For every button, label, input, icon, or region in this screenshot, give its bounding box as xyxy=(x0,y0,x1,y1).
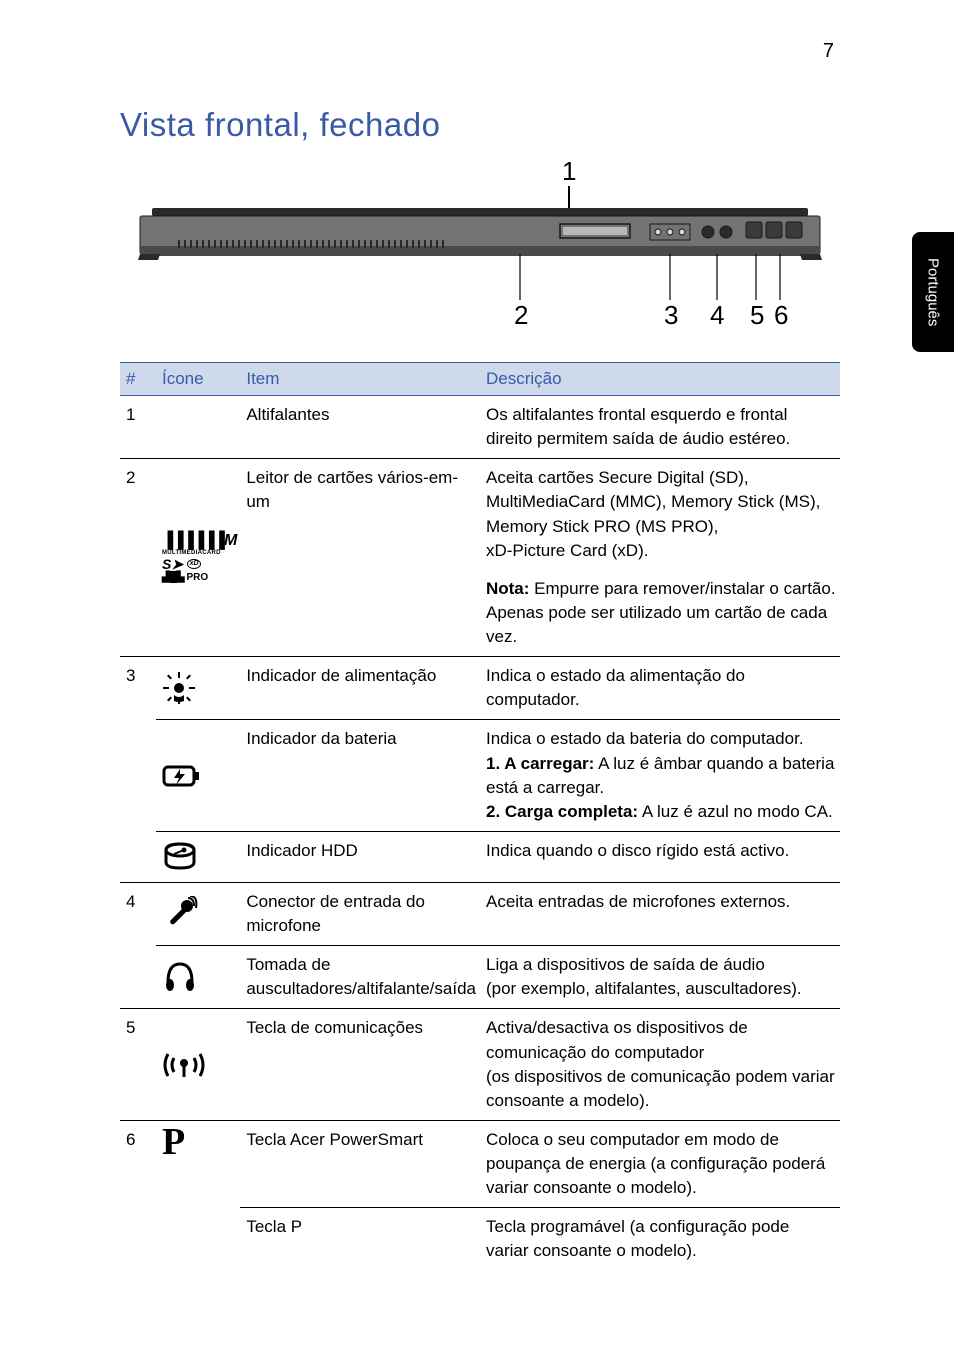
communications-icon xyxy=(156,1009,240,1121)
table-row: 1 Altifalantes Os altifalantes frontal e… xyxy=(120,396,840,459)
power-indicator-icon xyxy=(156,657,240,720)
main-content: Vista frontal, fechado 1 xyxy=(120,106,840,1271)
table-row: 4 Conector de entrada do microfone Aceit… xyxy=(120,882,840,945)
headphones-icon xyxy=(156,946,240,1009)
row-desc: Aceita cartões Secure Digital (SD), Mult… xyxy=(480,459,840,570)
battery-indicator-icon xyxy=(156,720,240,832)
row-desc: Activa/desactiva os dispositivos de comu… xyxy=(480,1009,840,1121)
language-side-tab: Português xyxy=(912,232,954,352)
row-item: Tecla P xyxy=(240,1208,480,1271)
table-row: 6 P Tecla Acer PowerSmart Coloca o seu c… xyxy=(120,1120,840,1207)
desc-line: Indica o estado da bateria do computador… xyxy=(486,727,836,751)
row-desc: Indica o estado da alimentação do comput… xyxy=(480,657,840,720)
laptop-svg xyxy=(120,162,840,332)
row-desc: Coloca o seu computador em modo de poupa… xyxy=(480,1120,840,1207)
desc-bold: 2. Carga completa: xyxy=(486,802,638,821)
row-num: 6 xyxy=(120,1120,156,1270)
row-num: 1 xyxy=(120,396,156,459)
components-table: # Ícone Item Descrição 1 Altifalantes Os… xyxy=(120,362,840,1271)
header-num: # xyxy=(120,363,156,396)
table-row: Indicador da bateria Indica o estado da … xyxy=(120,720,840,832)
row-item: Altifalantes xyxy=(240,396,480,459)
header-item: Item xyxy=(240,363,480,396)
desc-bold: 1. A carregar: xyxy=(486,754,594,773)
p-letter: P xyxy=(162,1121,185,1163)
microphone-icon xyxy=(156,882,240,945)
diagram-label-6: 6 xyxy=(774,300,788,331)
row-desc: Nota: Empurre para remover/instalar o ca… xyxy=(480,570,840,657)
diagram-label-5: 5 xyxy=(750,300,764,331)
table-row: 5 Tecla de comunicações Activa/d xyxy=(120,1009,840,1121)
row-desc: Indica o estado da bateria do computador… xyxy=(480,720,840,832)
row-item: Indicador de alimentação xyxy=(240,657,480,720)
row-item: Conector de entrada do microfone xyxy=(240,882,480,945)
page-title: Vista frontal, fechado xyxy=(120,106,840,144)
row-icon-empty xyxy=(156,396,240,459)
row-item: Indicador HDD xyxy=(240,831,480,882)
table-row: Indicador HDD Indica quando o disco rígi… xyxy=(120,831,840,882)
table-row: Tomada de auscultadores/altifalante/saíd… xyxy=(120,946,840,1009)
page-number: 7 xyxy=(823,40,834,63)
header-desc: Descrição xyxy=(480,363,840,396)
row-item: Leitor de cartões vários-em-um xyxy=(240,459,480,657)
diagram-label-2: 2 xyxy=(514,300,528,331)
row-desc: Aceita entradas de microfones externos. xyxy=(480,882,840,945)
hdd-indicator-icon xyxy=(156,831,240,882)
row-num: 4 xyxy=(120,882,156,1009)
row-desc: Liga a dispositivos de saída de áudio (p… xyxy=(480,946,840,1009)
row-desc: Tecla programável (a configuração pode v… xyxy=(480,1208,840,1271)
row-num: 2 xyxy=(120,459,156,657)
row-item: Tecla Acer PowerSmart xyxy=(240,1120,480,1207)
desc-rest: A luz é azul no modo CA. xyxy=(638,802,833,821)
note-label: Nota: xyxy=(486,579,529,598)
p-key-icon: P xyxy=(156,1120,240,1270)
row-desc: Os altifalantes frontal esquerdo e front… xyxy=(480,396,840,459)
row-desc: Indica quando o disco rígido está activo… xyxy=(480,831,840,882)
diagram-label-3: 3 xyxy=(664,300,678,331)
table-row: 3 xyxy=(120,657,840,720)
diagram-label-4: 4 xyxy=(710,300,724,331)
row-num: 5 xyxy=(120,1009,156,1121)
row-item: Tomada de auscultadores/altifalante/saíd… xyxy=(240,946,480,1009)
laptop-front-diagram: 1 xyxy=(120,162,840,332)
header-icon: Ícone xyxy=(156,363,240,396)
row-num: 3 xyxy=(120,657,156,883)
note-text: Empurre para remover/instalar o cartão. … xyxy=(486,579,836,646)
table-row: 2 ▐▐▐▐▐▐M MULTIMEDIACARD S➤ xD ▟█▙ PRO xyxy=(120,459,840,570)
row-item: Indicador da bateria xyxy=(240,720,480,832)
multicard-icon: ▐▐▐▐▐▐M MULTIMEDIACARD S➤ xD ▟█▙ PRO xyxy=(156,459,240,657)
row-item: Tecla de comunicações xyxy=(240,1009,480,1121)
table-header-row: # Ícone Item Descrição xyxy=(120,363,840,396)
